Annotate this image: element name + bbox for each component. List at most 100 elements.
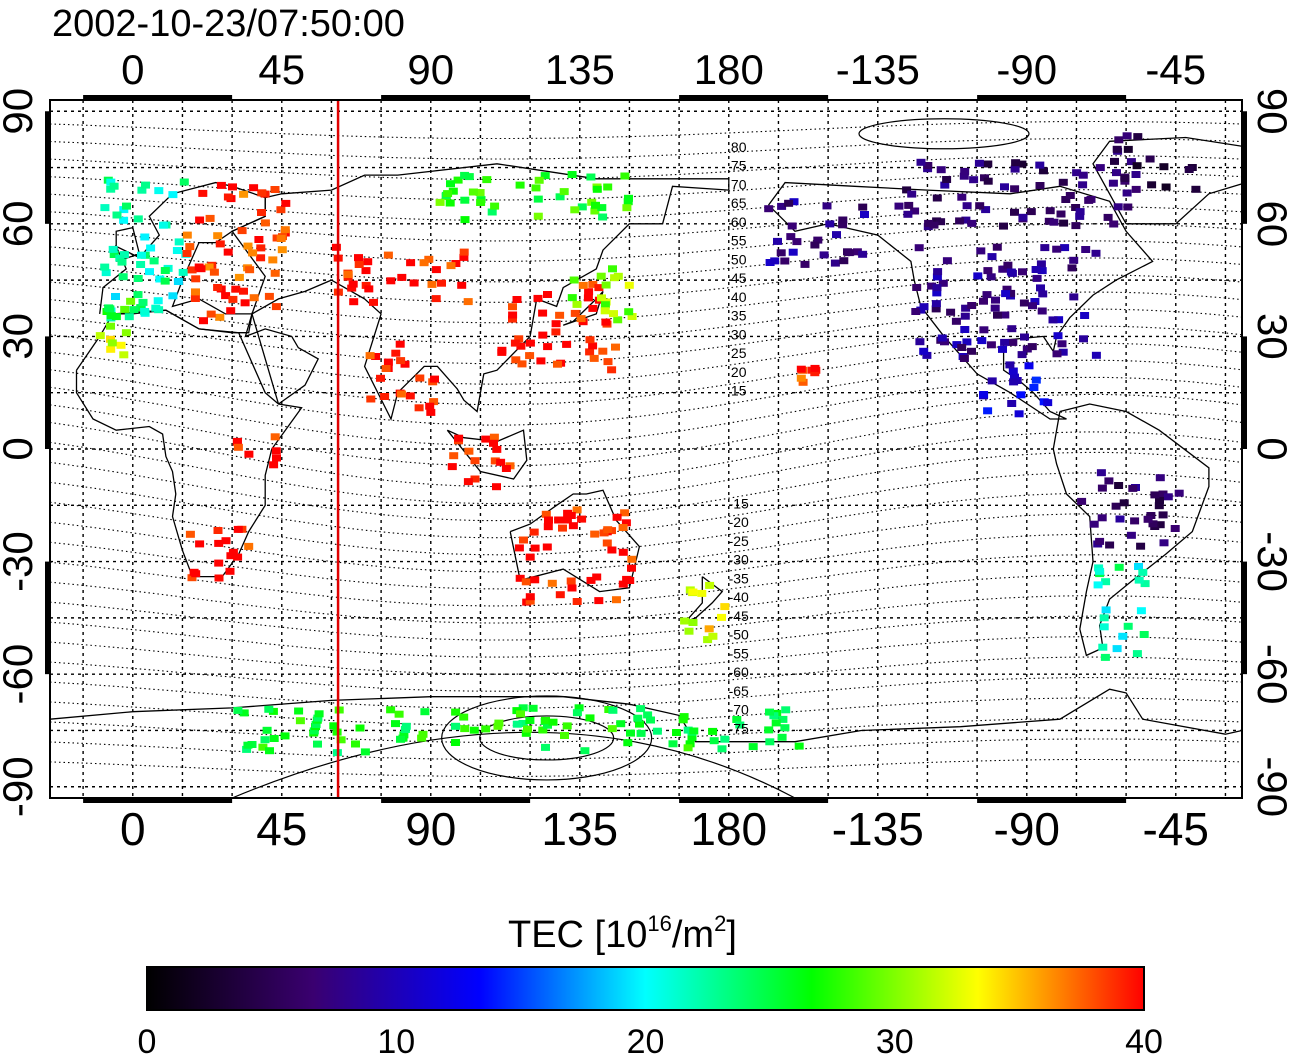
tec-cell <box>1098 644 1107 651</box>
tec-cell <box>708 728 717 735</box>
tec-cell <box>792 238 801 245</box>
tec-cell <box>598 214 607 221</box>
tec-cell <box>122 203 131 210</box>
frame-bar <box>381 95 530 100</box>
tec-cell <box>1032 377 1041 384</box>
tec-cell <box>1033 275 1042 282</box>
map-area: 8075706560555045403530252015-15-20-25-30… <box>45 95 1259 803</box>
tec-cell <box>1081 246 1090 253</box>
tec-cell <box>1079 172 1088 179</box>
contour-label: -15 <box>729 495 749 511</box>
tec-cell <box>626 730 635 737</box>
tec-cell <box>784 200 793 207</box>
tec-cell <box>594 597 603 604</box>
tec-cell <box>1000 339 1009 346</box>
tec-cell <box>535 177 544 184</box>
tec-cell <box>356 725 365 732</box>
tec-cell <box>1007 325 1016 332</box>
contour-label: -35 <box>729 570 749 586</box>
tec-cell <box>432 266 441 273</box>
tec-cell <box>1104 477 1113 484</box>
tec-cell <box>376 375 385 382</box>
tec-cell <box>975 160 984 167</box>
tec-cell <box>344 271 353 278</box>
tec-cell <box>1057 211 1066 218</box>
colorbar-tick-label: 20 <box>627 1023 665 1057</box>
tec-cell <box>987 273 996 280</box>
tec-cell <box>432 295 441 302</box>
tec-cell <box>234 444 243 451</box>
tec-cell <box>1000 183 1009 190</box>
tec-cell <box>1097 469 1106 476</box>
tec-cell <box>603 540 612 547</box>
tec-cell <box>563 510 572 517</box>
tec-cell <box>1059 220 1068 227</box>
lat-label-left: 0 <box>0 437 41 460</box>
tec-cell <box>134 215 143 222</box>
tec-cell <box>349 281 358 288</box>
tec-cell <box>597 273 606 280</box>
tec-cell <box>710 737 719 744</box>
lon-label-top: 45 <box>258 46 305 93</box>
tec-cell <box>228 296 237 303</box>
tec-cell <box>363 258 372 265</box>
lat-label-left: 30 <box>0 313 41 360</box>
tec-cell <box>1159 163 1168 170</box>
tec-cell <box>1068 264 1077 271</box>
colorbar-tick-label: 30 <box>876 1023 914 1057</box>
tec-cell <box>536 357 545 364</box>
tec-cell <box>362 267 371 274</box>
tec-cell <box>577 516 586 523</box>
lat-label-right: 0 <box>1249 437 1292 460</box>
tec-cell <box>168 191 177 198</box>
tec-cell <box>991 297 1000 304</box>
tec-cell <box>469 189 478 196</box>
tec-cell <box>256 244 265 251</box>
tec-cell <box>1098 514 1107 521</box>
tec-cell <box>402 723 411 730</box>
tec-cell <box>689 728 698 735</box>
tec-cell <box>937 166 946 173</box>
lat-label-right: -90 <box>1249 756 1292 817</box>
tec-cell <box>1010 185 1019 192</box>
tec-cell <box>464 448 473 455</box>
tec-cell <box>386 277 395 284</box>
tec-cell <box>907 191 916 198</box>
tec-cell <box>396 357 405 364</box>
tec-cell <box>315 710 324 717</box>
tec-cell <box>159 222 168 229</box>
tec-cell <box>1164 493 1173 500</box>
tec-cell <box>549 719 558 726</box>
frame-bar <box>1242 562 1247 675</box>
tec-cell <box>1049 316 1058 323</box>
tec-cell <box>619 524 628 531</box>
tec-cell <box>637 730 646 737</box>
tec-cell <box>979 391 988 398</box>
tec-cell <box>100 264 109 271</box>
tec-cell <box>749 743 758 750</box>
tec-cell <box>134 291 143 298</box>
lat-label-left: -30 <box>0 531 41 592</box>
tec-cell <box>777 249 786 256</box>
tec-cell <box>636 705 645 712</box>
tec-cell <box>680 713 689 720</box>
tec-cell <box>1009 378 1018 385</box>
tec-cell <box>1080 312 1089 319</box>
timestamp-title: 2002-10-23/07:50:00 <box>52 3 405 45</box>
tec-cell <box>613 514 622 521</box>
tec-cell <box>1027 208 1036 215</box>
tec-cell <box>508 303 517 310</box>
top-longitude-labels: 0 45 90 135 180 -135 -90 -45 <box>121 46 1206 93</box>
tec-cell <box>917 159 926 166</box>
tec-cell <box>1100 614 1109 621</box>
tec-cell <box>1040 244 1049 251</box>
tec-cell <box>1113 645 1122 652</box>
tec-cell <box>1008 339 1017 346</box>
colorbar-tick-label: 40 <box>1125 1023 1163 1057</box>
tec-cell <box>568 171 577 178</box>
tec-cell <box>125 313 134 320</box>
tec-cell <box>173 247 182 254</box>
tec-cell <box>1156 474 1165 481</box>
tec-cell <box>933 284 942 291</box>
contour-label: -25 <box>729 533 749 549</box>
